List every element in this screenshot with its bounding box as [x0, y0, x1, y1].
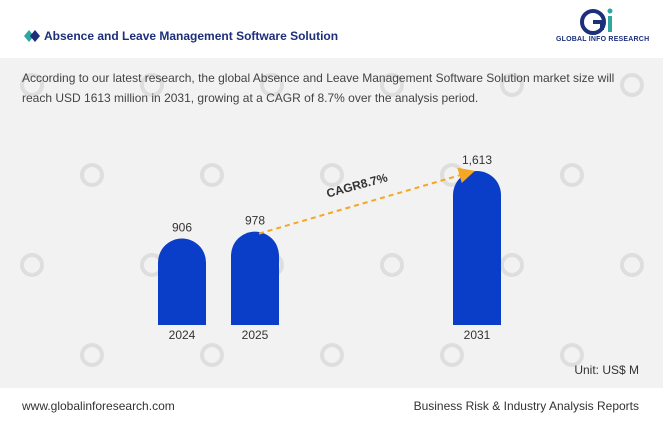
watermark-mark	[500, 253, 524, 277]
category-label: 2025	[242, 328, 269, 342]
watermark-mark	[80, 163, 104, 187]
watermark-mark	[620, 73, 644, 97]
category-label: 2024	[169, 328, 196, 342]
watermark-mark	[380, 73, 404, 97]
value-label: 906	[172, 221, 192, 235]
watermark-mark	[140, 73, 164, 97]
diamond-icon	[24, 30, 40, 42]
website-link[interactable]: www.globalinforesearch.com	[22, 399, 175, 413]
watermark-mark	[200, 343, 224, 367]
logo-text: GLOBAL INFO RESEARCH	[556, 36, 650, 43]
footer-tagline: Business Risk & Industry Analysis Report…	[413, 399, 639, 413]
watermark-mark	[320, 163, 344, 187]
watermark-mark	[320, 343, 344, 367]
bar-2025	[231, 231, 279, 325]
category-label: 2031	[464, 328, 491, 342]
watermark-mark	[80, 343, 104, 367]
watermark-mark	[440, 343, 464, 367]
cagr-label: CAGR8.7%	[325, 170, 389, 200]
report-title: Absence and Leave Management Software So…	[44, 29, 339, 43]
watermark-mark	[380, 253, 404, 277]
header: Absence and Leave Management Software So…	[0, 0, 663, 58]
watermark-mark	[560, 163, 584, 187]
watermark-mark	[260, 73, 284, 97]
watermark-mark	[620, 253, 644, 277]
cagr-arrow	[258, 167, 475, 235]
watermark-mark	[20, 73, 44, 97]
chart-panel	[0, 58, 663, 388]
bar-2031	[453, 171, 501, 325]
description-text: According to our latest research, the gl…	[22, 71, 615, 105]
value-label: 1,613	[462, 153, 492, 167]
watermark-mark	[20, 253, 44, 277]
bar-2024	[158, 238, 206, 325]
footer	[0, 388, 663, 423]
global-info-research-logo	[580, 8, 613, 35]
watermark-mark	[560, 343, 584, 367]
watermark-mark	[200, 163, 224, 187]
value-label: 978	[245, 214, 265, 228]
watermark-mark	[500, 73, 524, 97]
unit-label: Unit: US$ M	[574, 363, 639, 377]
